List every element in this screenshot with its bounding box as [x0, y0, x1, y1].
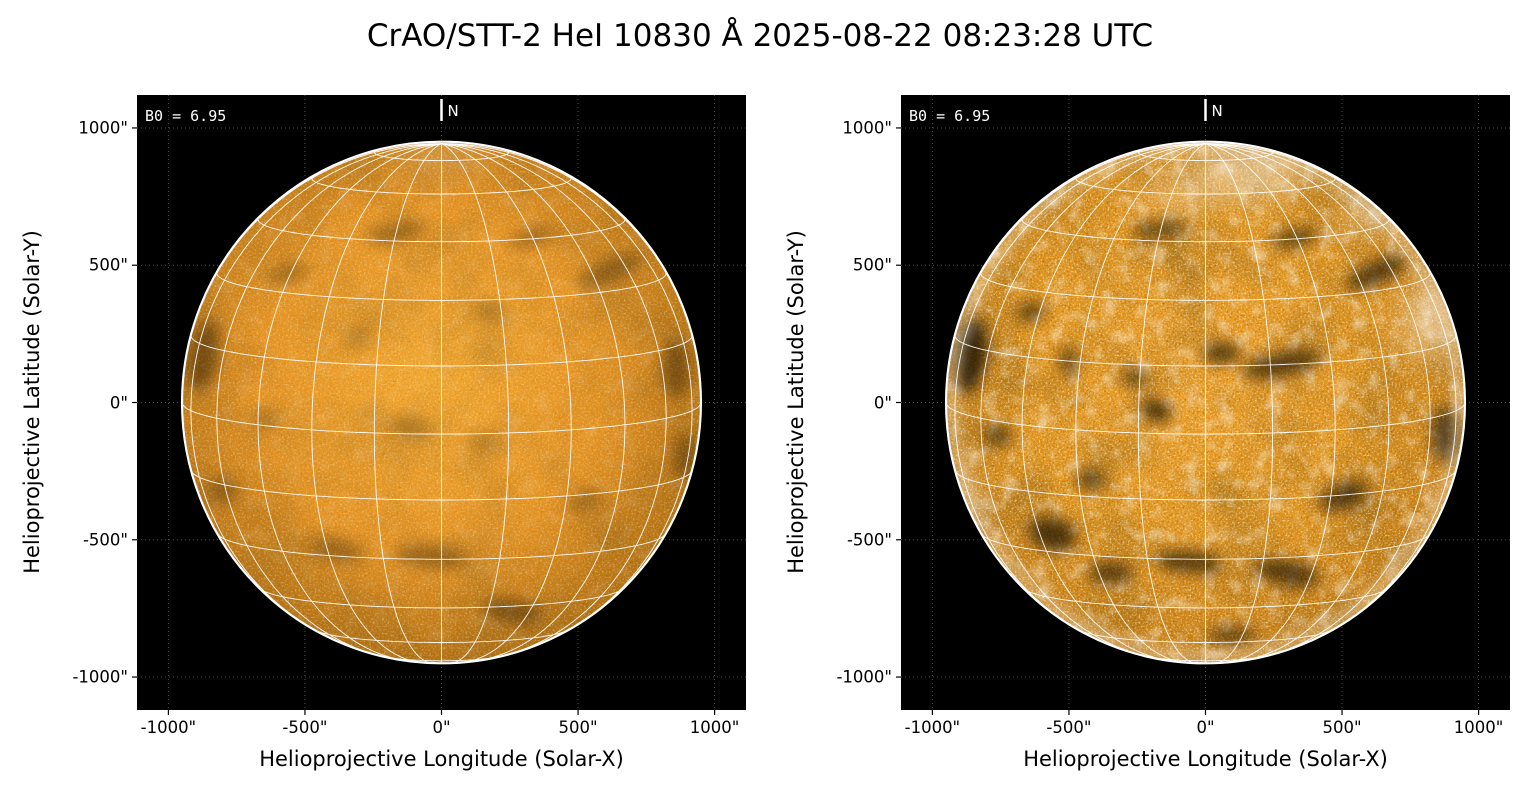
dark-feature: [984, 424, 1012, 447]
solar-disk-plot-left: N B0 = 6.95: [132, 95, 746, 715]
solar-limb: [180, 140, 703, 665]
x-tick-label: 0": [432, 718, 451, 737]
y-tick-label: 0": [873, 393, 892, 412]
x-tick-label: -1000": [140, 718, 197, 737]
dark-feature: [395, 544, 466, 568]
dark-feature: [1122, 369, 1147, 387]
north-marker-label: N: [448, 102, 459, 120]
dark-feature: [471, 302, 510, 322]
y-tick-label: -1000": [72, 667, 128, 687]
y-axis-label-left: Helioprojective Latitude (Solar-Y): [20, 230, 44, 574]
x-axis-label-left: Helioprojective Longitude (Solar-X): [259, 747, 624, 771]
b0-annotation: B0 = 6.95: [909, 107, 990, 125]
dark-feature: [470, 431, 501, 451]
dark-feature: [564, 491, 603, 512]
y-tick-label: 500": [88, 255, 128, 275]
y-axis-label-right: Helioprojective Latitude (Solar-Y): [784, 230, 808, 574]
x-tick-label: 1000": [1453, 718, 1504, 737]
y-tick-label: 500": [852, 255, 892, 275]
dark-feature: [507, 227, 556, 248]
x-tick-label: 500": [1322, 718, 1362, 737]
dark-feature: [662, 339, 691, 400]
dark-feature: [1088, 561, 1132, 584]
dark-feature: [270, 263, 307, 284]
dark-feature: [254, 410, 280, 428]
dark-feature: [1208, 627, 1258, 645]
dark-feature: [206, 476, 240, 505]
x-tick-label: 0": [1196, 718, 1215, 737]
x-tick-label: 500": [558, 718, 598, 737]
dark-feature: [1255, 559, 1320, 587]
y-tick-label: 1000": [78, 118, 128, 138]
y-tick-label: 1000": [842, 118, 892, 138]
bright-feature: [1191, 152, 1302, 197]
dark-feature: [672, 435, 697, 480]
solar-limb: [944, 140, 1467, 665]
x-tick-label: -500": [282, 718, 328, 737]
solar-disk-plot-right: N B0 = 6.95: [896, 95, 1510, 715]
y-tick-label: 0": [109, 393, 128, 412]
dark-feature: [1028, 517, 1077, 552]
y-tick-label: -500": [82, 530, 128, 550]
dark-feature: [1075, 468, 1106, 491]
x-axis-label-right: Helioprojective Longitude (Solar-X): [1023, 747, 1388, 771]
dark-feature: [187, 320, 220, 392]
dark-feature: [1271, 228, 1320, 248]
dark-feature: [1241, 349, 1323, 379]
y-tick-label: -1000": [836, 667, 892, 687]
x-tick-label: 1000": [689, 718, 740, 737]
x-tick-label: -500": [1046, 718, 1092, 737]
dark-feature: [1202, 342, 1242, 365]
panel-left: N B0 = 6.95 Helioprojective Longitude (So…: [20, 95, 746, 771]
y-tick-label: -500": [846, 530, 892, 550]
x-tick-label: -1000": [904, 718, 961, 737]
b0-annotation: B0 = 6.95: [145, 107, 226, 125]
dark-feature: [1141, 399, 1171, 423]
north-marker-label: N: [1212, 102, 1223, 120]
figure-title: CrAO/STT-2 HeI 10830 Å 2025-08-22 08:23:…: [366, 18, 1154, 54]
panel-right: N B0 = 6.95 Helioprojective Longitude (So…: [784, 95, 1510, 771]
dark-feature: [1131, 220, 1187, 239]
dark-feature: [343, 326, 376, 347]
dark-feature: [365, 223, 425, 241]
dark-feature: [1321, 481, 1369, 511]
